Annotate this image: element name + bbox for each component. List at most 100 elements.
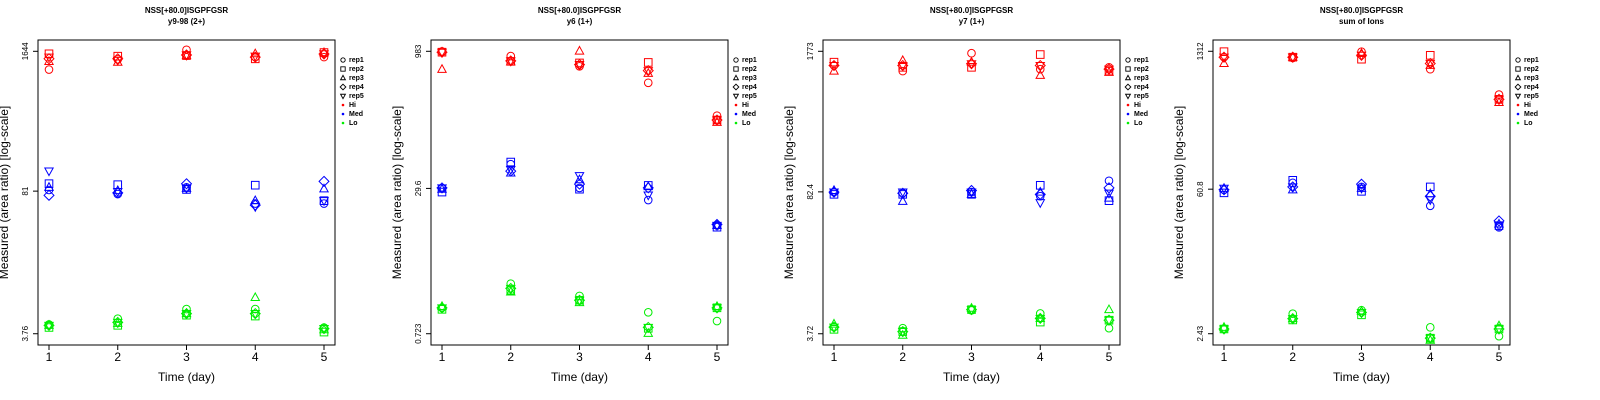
data-point xyxy=(44,179,54,189)
data-point xyxy=(1425,196,1436,206)
y-axis-label: Measured (area ratio) [log-scale] xyxy=(782,106,796,279)
data-point xyxy=(181,310,192,320)
data-point xyxy=(1287,184,1298,194)
legend-symbol xyxy=(1126,103,1130,107)
legend-symbol xyxy=(1125,57,1131,63)
legend-symbol xyxy=(1516,112,1520,116)
data-point xyxy=(1035,181,1045,190)
data-point xyxy=(711,116,723,126)
data-point xyxy=(506,51,516,61)
legend-symbol xyxy=(341,112,345,116)
legend-label: rep2 xyxy=(349,66,364,73)
data-point xyxy=(573,178,586,190)
y-tick-label: 1773 xyxy=(806,42,815,60)
data-point xyxy=(1035,61,1046,72)
x-tick-label: 1 xyxy=(1221,350,1228,364)
y-tick-label: 82.4 xyxy=(806,184,815,200)
legend-label: Med xyxy=(1134,111,1148,118)
data-point xyxy=(1425,182,1435,192)
legend-label: rep1 xyxy=(742,57,757,64)
data-point xyxy=(575,58,584,68)
data-point xyxy=(1287,183,1298,193)
x-axis-label: Time (day) xyxy=(158,370,215,384)
data-point xyxy=(1287,313,1298,323)
data-point xyxy=(966,188,977,198)
x-tick-label: 5 xyxy=(1496,350,1503,364)
x-tick-label: 5 xyxy=(321,350,328,364)
legend-symbol xyxy=(341,103,345,107)
legend-symbol xyxy=(1514,83,1522,91)
data-point xyxy=(1493,325,1505,335)
legend-symbol xyxy=(1124,74,1132,81)
data-point xyxy=(829,190,839,199)
data-point xyxy=(642,182,654,194)
data-point xyxy=(1425,50,1435,60)
y-tick-label: 81 xyxy=(21,186,30,195)
data-point xyxy=(181,308,192,318)
data-point xyxy=(250,180,260,190)
chart-title: NSS[+80.0]ISGPFGSR xyxy=(930,6,1014,15)
legend-symbol xyxy=(733,66,739,72)
data-point xyxy=(643,191,654,201)
data-point xyxy=(1104,323,1114,333)
data-point xyxy=(897,328,908,338)
data-point xyxy=(506,157,516,167)
data-point xyxy=(1356,51,1367,61)
data-point xyxy=(897,61,908,72)
data-point xyxy=(437,304,447,314)
data-point xyxy=(967,48,976,58)
x-tick-label: 3 xyxy=(183,350,190,364)
data-point xyxy=(250,311,260,321)
x-tick-label: 5 xyxy=(714,350,721,364)
data-point xyxy=(828,188,840,198)
legend-label: rep4 xyxy=(349,84,364,91)
chart-subtitle: y9-98 (2+) xyxy=(168,17,205,26)
x-tick-label: 2 xyxy=(114,350,121,364)
data-point xyxy=(250,52,261,62)
y-tick-label: 3.76 xyxy=(21,325,30,341)
data-point xyxy=(43,319,55,329)
data-point xyxy=(1356,308,1367,319)
legend-label: Hi xyxy=(1134,102,1141,109)
panel: NSS[+80.0]ISGPFGSR sum of Ions 1 2 3 4 5 2.43 60… xyxy=(1172,6,1539,384)
panel: NSS[+80.0]ISGPFGSR y7 (1+) 1 2 3 4 5 3.72 82.4 17… xyxy=(782,6,1149,384)
data-point xyxy=(318,197,330,207)
data-point xyxy=(318,325,330,335)
data-point xyxy=(44,65,54,74)
data-point xyxy=(643,327,654,337)
data-point xyxy=(436,63,448,73)
data-point xyxy=(319,196,329,205)
data-point xyxy=(318,183,330,193)
legend-symbol xyxy=(734,112,738,116)
data-point xyxy=(319,48,329,57)
data-point xyxy=(1103,65,1115,75)
data-point xyxy=(1035,50,1045,59)
data-point xyxy=(43,167,55,177)
legend-symbol xyxy=(340,66,346,72)
data-point xyxy=(1494,90,1504,99)
x-tick-label: 2 xyxy=(1289,350,1296,364)
x-tick-label: 4 xyxy=(252,350,259,364)
x-tick-label: 3 xyxy=(1358,350,1365,364)
x-axis-label: Time (day) xyxy=(943,370,1000,384)
x-tick-label: 1 xyxy=(439,350,446,364)
legend-label: Lo xyxy=(349,120,358,127)
data-point xyxy=(250,54,260,64)
data-point xyxy=(643,67,654,77)
data-point xyxy=(43,53,55,63)
data-point xyxy=(643,78,653,88)
data-point xyxy=(43,321,55,331)
legend-label: rep3 xyxy=(1134,75,1149,82)
chart-title: NSS[+80.0]ISGPFGSR xyxy=(1320,6,1404,15)
legend-symbol xyxy=(732,74,740,81)
legend-symbol xyxy=(734,121,738,125)
data-point xyxy=(574,45,585,55)
y-tick-label: 3.72 xyxy=(806,325,815,341)
x-tick-label: 3 xyxy=(576,350,583,364)
legend-label: rep1 xyxy=(1134,57,1149,64)
data-point xyxy=(711,219,723,229)
legend-label: rep2 xyxy=(1134,66,1149,73)
data-point xyxy=(505,165,517,177)
data-point xyxy=(437,187,447,197)
data-point xyxy=(1287,53,1298,63)
